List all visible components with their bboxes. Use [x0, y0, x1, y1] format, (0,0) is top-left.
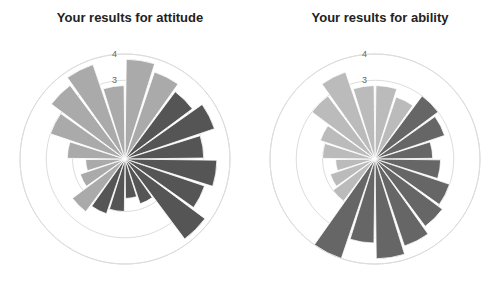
svg-text:3: 3 [112, 75, 117, 85]
svg-text:Your results for ability: Your results for ability [311, 10, 449, 25]
svg-text:3: 3 [362, 75, 367, 85]
svg-text:Your results for attitude: Your results for attitude [57, 10, 203, 25]
svg-text:4: 4 [112, 49, 117, 59]
svg-text:4: 4 [362, 49, 367, 59]
